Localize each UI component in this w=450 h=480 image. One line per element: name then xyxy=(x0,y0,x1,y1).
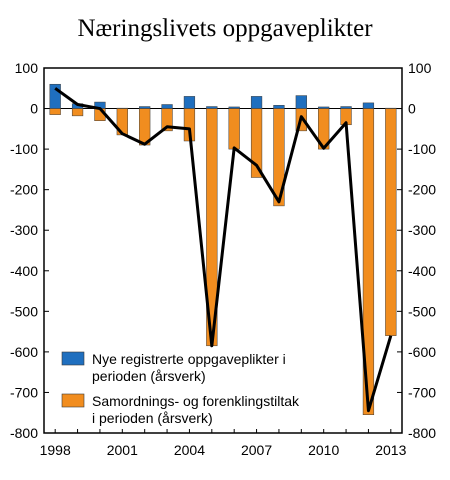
legend-label-simplification-line1: Samordnings- og forenklingstiltak xyxy=(92,393,300,409)
y-tick-label-left: 100 xyxy=(15,60,39,76)
legend-label-new-obligations-line2: perioden (årsverk) xyxy=(92,368,206,384)
y-tick-label-right: -800 xyxy=(408,425,436,441)
bar-new-obligations xyxy=(49,83,61,109)
bar-simplification xyxy=(49,108,61,115)
y-tick-label-right: 0 xyxy=(408,101,416,117)
y-tick-label-right: -500 xyxy=(408,303,436,319)
y-tick-label-left: -800 xyxy=(10,425,38,441)
bar-new-obligations xyxy=(295,95,307,109)
legend-swatch-new-obligations xyxy=(61,351,85,366)
bar-new-obligations xyxy=(250,96,263,109)
bar-simplification xyxy=(250,108,263,178)
x-tick-label: 2007 xyxy=(241,442,272,458)
y-tick-label-left: -600 xyxy=(10,344,38,360)
x-tick-label: 2004 xyxy=(174,442,205,458)
bar-new-obligations xyxy=(161,104,173,109)
bar-simplification xyxy=(161,108,173,132)
legend-label-simplification-line2: i perioden (årsverk) xyxy=(92,410,213,426)
net-change-line xyxy=(54,87,393,413)
legend-label-new-obligations-line1: Nye registrerte oppgaveplikter i xyxy=(92,351,286,367)
x-tick-label: 1998 xyxy=(40,442,71,458)
bar-new-obligations xyxy=(273,105,285,109)
y-tick-label-right: -200 xyxy=(408,182,436,198)
y-tick-label-left: -200 xyxy=(10,182,38,198)
legend: Nye registrerte oppgaveplikter i periode… xyxy=(61,351,300,426)
bar-new-obligations xyxy=(340,106,352,109)
bar-simplification xyxy=(385,108,397,336)
bar-simplification xyxy=(228,108,240,150)
plot-area: 100 100 0 0 -100 -100 -200 -200 -300 -300 -400 -400… xyxy=(10,60,436,458)
x-tick-label: 2001 xyxy=(107,442,138,458)
y-tick-label-left: 0 xyxy=(30,101,38,117)
bar-new-obligations xyxy=(362,102,375,109)
bar-new-obligations xyxy=(139,106,151,109)
y-tick-label-left: -300 xyxy=(10,222,38,238)
bar-new-obligations xyxy=(206,106,218,109)
y-tick-label-left: -500 xyxy=(10,303,38,319)
y-tick-label-right: -300 xyxy=(408,222,436,238)
y-tick-label-left: -700 xyxy=(10,384,38,400)
bar-simplification xyxy=(273,108,285,207)
legend-swatch-simplification xyxy=(61,393,85,408)
y-tick-label-right: -600 xyxy=(408,344,436,360)
y-tick-label-right: 100 xyxy=(408,60,432,76)
y-tick-label-right: -400 xyxy=(408,263,436,279)
bar-new-obligations xyxy=(183,96,196,109)
bar-simplification xyxy=(362,108,375,416)
y-tick-label-left: -100 xyxy=(10,141,38,157)
x-tick-label: 2010 xyxy=(308,442,339,458)
y-tick-label-left: -400 xyxy=(10,263,38,279)
y-tick-label-right: -700 xyxy=(408,384,436,400)
bar-simplification xyxy=(71,108,84,117)
chart-title: Næringslivets oppgaveplikter xyxy=(77,15,373,42)
y-tick-label-right: -100 xyxy=(408,141,436,157)
plot-frame xyxy=(43,67,403,434)
x-tick-label: 2013 xyxy=(375,442,406,458)
